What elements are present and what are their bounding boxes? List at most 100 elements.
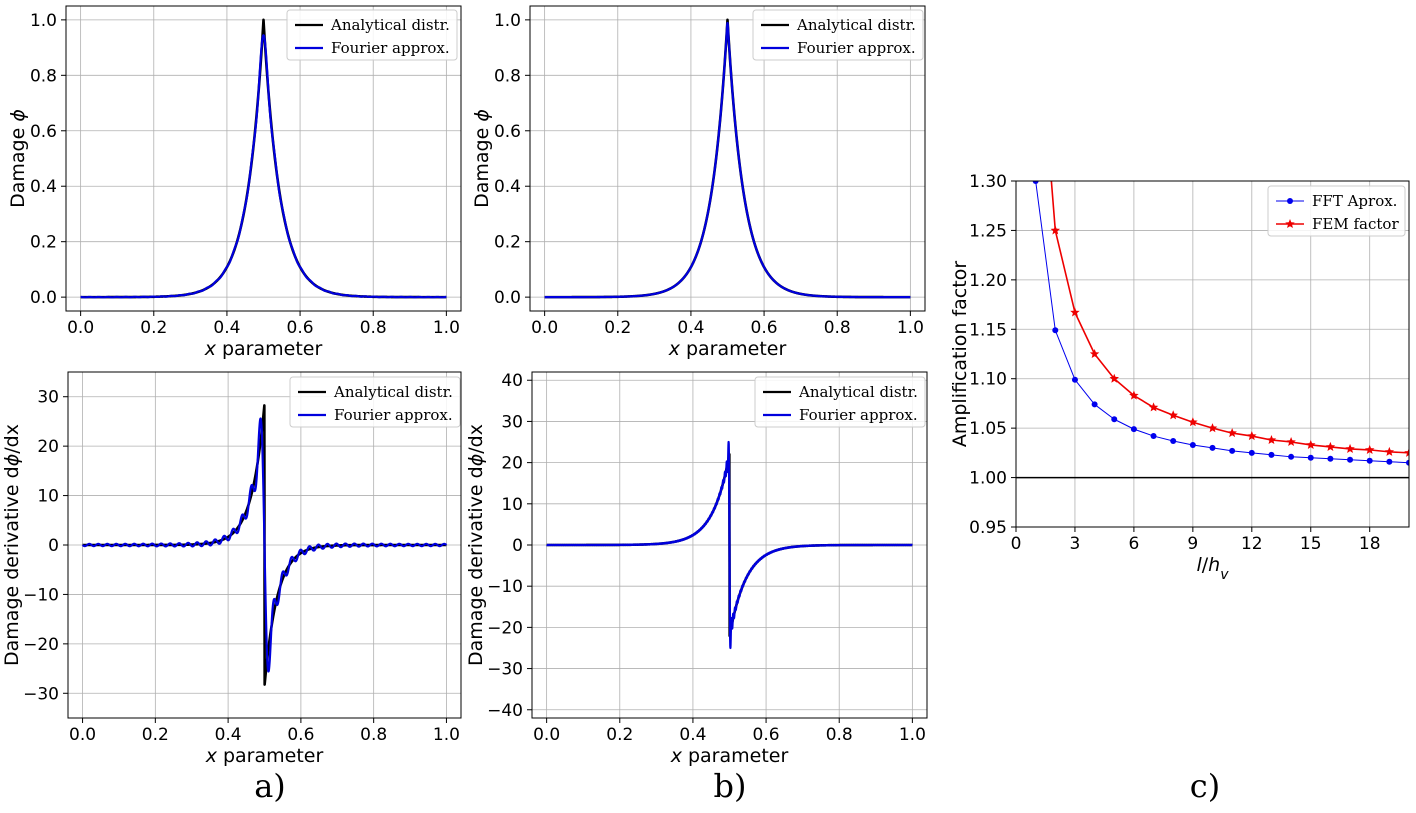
chart-b-top: 0.0 0.2 0.4 0.6 0.8 1.0 0.0 0.2 0.4 0.6 0.8 1.0 x pa… — [471, 5, 926, 360]
data-point — [1307, 454, 1314, 461]
legend-label-1: Analytical distr. — [330, 16, 450, 34]
data-point — [1130, 426, 1137, 433]
x-tick-label: 0.0 — [533, 725, 560, 745]
x-tick-label: 0.6 — [753, 725, 780, 745]
legend-box — [754, 376, 926, 428]
data-point — [1366, 457, 1373, 464]
series-line-2 — [79, 34, 448, 299]
y-tick-label: 0.95 — [969, 518, 1007, 538]
data-point — [1168, 410, 1178, 420]
y-axis-label: Amplification factor — [949, 261, 971, 447]
data-point — [1327, 455, 1334, 462]
data-point — [1148, 402, 1159, 412]
y-tick-label: 30 — [37, 388, 59, 408]
series-line-1 — [79, 18, 448, 299]
x-tick-label: 0.2 — [604, 318, 631, 338]
legend: Analytical distr. Fourier approx. — [286, 9, 458, 61]
legend: FFT Aprox. FEM factor — [1267, 185, 1406, 237]
legend-box — [286, 9, 458, 61]
y-tick-label: −20 — [23, 635, 59, 655]
y-tick-label: 1.00 — [969, 469, 1007, 489]
y-tick-label: 30 — [501, 412, 523, 432]
y-tick-label: 0.2 — [494, 233, 521, 253]
chart-a-bottom: 0.0 0.2 0.4 0.6 0.8 1.0 −30 −20 −10 0 10 20 30 x para… — [1, 371, 462, 767]
x-tick-label: 0.4 — [679, 725, 706, 745]
series-line-2 — [81, 417, 448, 673]
plot-frame — [529, 5, 926, 312]
data-point — [1071, 376, 1078, 383]
legend-marker — [1287, 198, 1293, 204]
y-tick-label: 10 — [37, 487, 59, 507]
plot-frame — [67, 371, 462, 719]
data-point — [1188, 417, 1198, 427]
y-axis-label: Damage ϕ — [7, 109, 29, 208]
x-tick-label: 18 — [1359, 534, 1381, 554]
y-tick-label: 0 — [512, 536, 523, 556]
data-point — [1227, 428, 1237, 438]
x-tick-label: 1.0 — [897, 318, 924, 338]
data-point — [1089, 349, 1100, 359]
y-tick-label: 1.15 — [969, 320, 1007, 340]
x-axis-label: x parameter — [204, 338, 323, 360]
data-point — [1266, 435, 1277, 445]
panel-label-c: c) — [1190, 767, 1220, 805]
x-tick-label: 0.8 — [824, 318, 851, 338]
x-tick-label: 0.4 — [677, 318, 704, 338]
data-point — [1325, 441, 1336, 451]
legend-label-2: Fourier approx. — [799, 406, 918, 424]
data-point — [1050, 225, 1061, 235]
data-point — [1170, 437, 1177, 444]
x-tick-label: 0.6 — [287, 318, 314, 338]
data-point — [1111, 416, 1118, 423]
x-tick-label: 1.0 — [899, 725, 926, 745]
y-tick-label: 0.6 — [494, 122, 521, 142]
y-tick-label: 20 — [501, 454, 523, 474]
y-tick-label: 0.8 — [494, 66, 521, 86]
y-tick-label: 0.8 — [30, 66, 57, 86]
y-tick-label: 1.0 — [30, 11, 57, 31]
legend-label-1: Analytical distr. — [798, 383, 918, 401]
x-tick-label: 1.0 — [433, 318, 460, 338]
y-tick-label: −30 — [23, 684, 59, 704]
x-tick-label: 0.0 — [69, 725, 96, 745]
x-tick-label: 0.4 — [215, 725, 242, 745]
x-tick-label: 0.4 — [213, 318, 240, 338]
y-tick-label: 0 — [48, 536, 59, 556]
series-group — [545, 440, 914, 650]
legend-label-2: Fourier approx. — [334, 406, 453, 424]
y-tick-label: 0.4 — [30, 177, 57, 197]
y-tick-label: −10 — [487, 577, 523, 597]
data-point — [1386, 458, 1393, 465]
data-point — [1209, 444, 1216, 451]
x-tick-label: 1.0 — [433, 725, 460, 745]
data-point — [1189, 441, 1196, 448]
data-point — [1091, 401, 1098, 408]
series-line-1 — [1035, 181, 1409, 464]
legend-marker — [1285, 219, 1295, 229]
y-tick-label: 1.10 — [969, 370, 1007, 390]
y-tick-label: 1.05 — [969, 419, 1007, 439]
data-point — [1404, 447, 1409, 457]
y-axis-label: Damage ϕ — [471, 109, 493, 208]
series-group — [1032, 181, 1409, 466]
plot-frame — [65, 5, 462, 312]
data-point — [1248, 449, 1255, 456]
y-tick-label: 0.6 — [30, 122, 57, 142]
x-tick-label: 0.2 — [606, 725, 633, 745]
y-tick-label: 0.0 — [30, 288, 57, 308]
y-tick-label: 1.30 — [969, 172, 1007, 192]
data-point — [1268, 451, 1275, 458]
y-tick-label: −20 — [487, 618, 523, 638]
data-point — [1305, 439, 1316, 449]
data-point — [1032, 181, 1039, 184]
x-axis-label: x parameter — [670, 745, 789, 767]
x-tick-label: 0.6 — [287, 725, 314, 745]
x-tick-label: 0.8 — [826, 725, 853, 745]
data-point — [1229, 447, 1236, 454]
x-axis-label: l/hv — [1196, 554, 1229, 583]
y-tick-label: 0.4 — [494, 177, 521, 197]
y-axis-label: Damage derivative dϕ/dx — [1, 424, 23, 666]
plot-frame — [1015, 180, 1410, 528]
x-tick-label: 0.8 — [360, 318, 387, 338]
